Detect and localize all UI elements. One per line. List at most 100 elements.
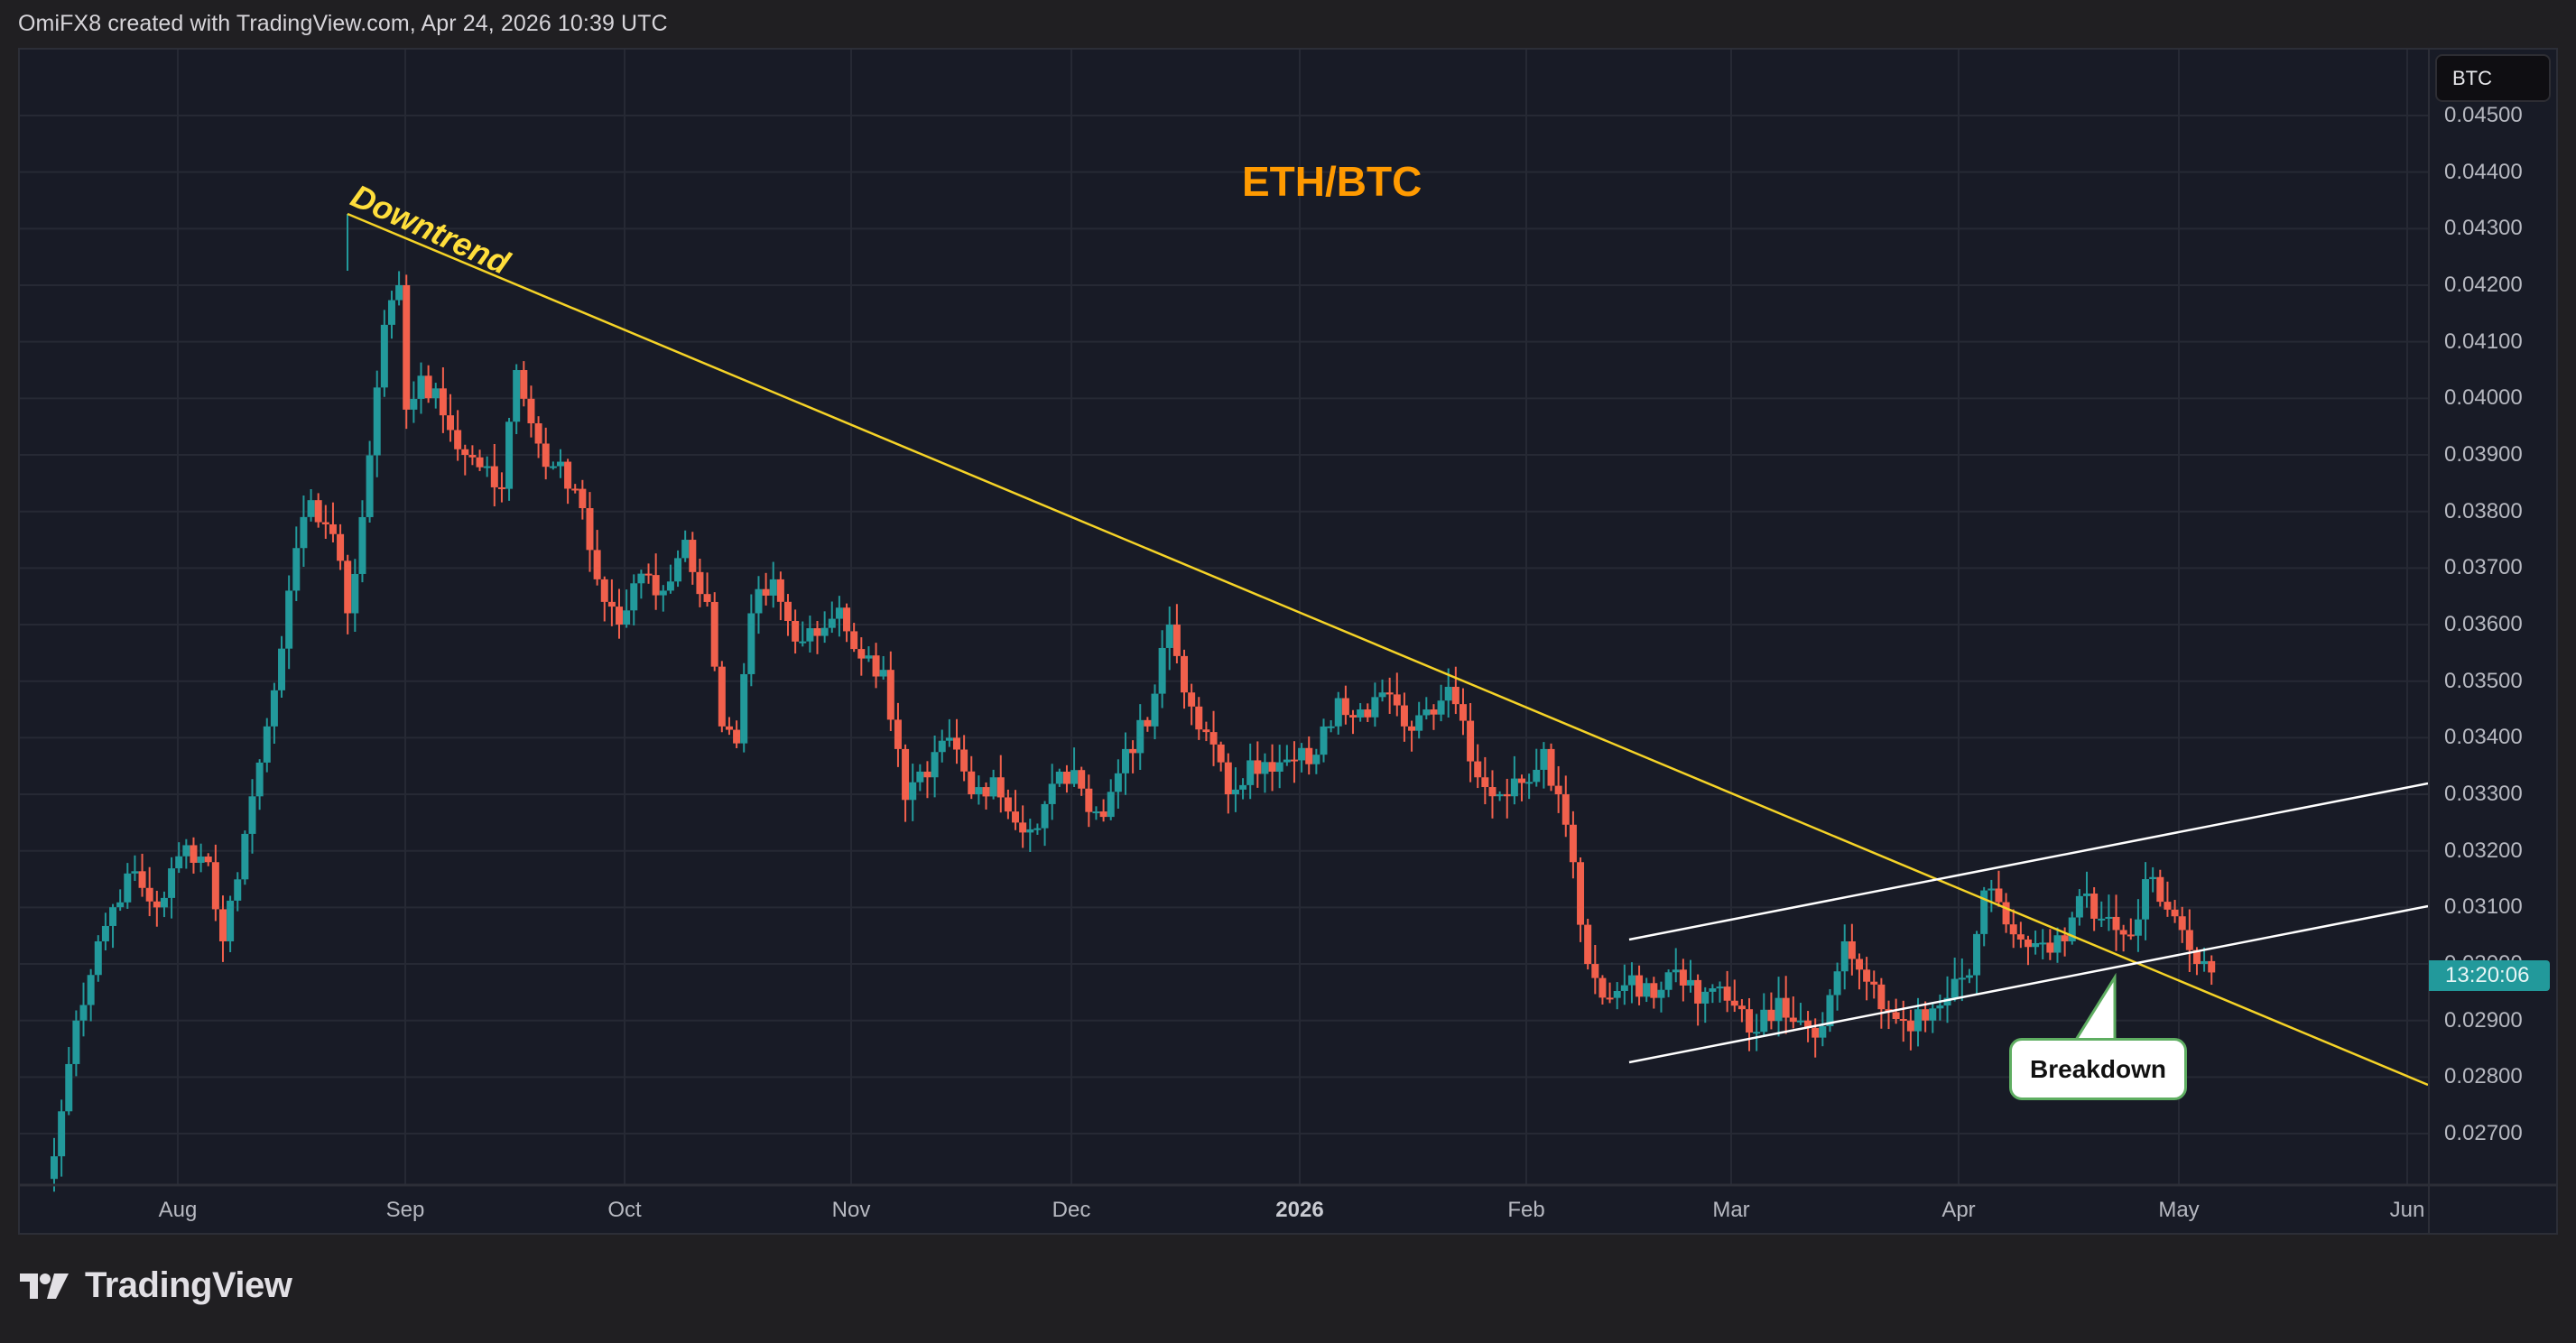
candle-body (652, 575, 660, 596)
candle-body (1181, 655, 1189, 693)
candle-body (1488, 787, 1496, 797)
candle-body (1988, 888, 1996, 891)
candle-body (2009, 924, 2017, 935)
candle-body (527, 398, 535, 424)
candle-body (1577, 862, 1585, 925)
candle-body (410, 398, 418, 410)
candle-body (1980, 890, 1988, 934)
candle-body (1973, 933, 1981, 976)
candle-body (1965, 975, 1973, 978)
candle-body (1041, 803, 1049, 829)
candle-body (2192, 949, 2201, 965)
candle-body (996, 777, 1005, 798)
candle-body (886, 670, 894, 720)
candle-body (600, 579, 608, 602)
candle-body (1107, 792, 1115, 818)
last-price-countdown: 13:20:06 (2429, 960, 2550, 991)
candle-body (1929, 1008, 1937, 1021)
candle-body (204, 857, 212, 863)
candle-body (337, 533, 345, 561)
candle-body (2002, 902, 2010, 925)
candle-body (2134, 919, 2142, 936)
candle-body (51, 1156, 58, 1180)
candle-body (1078, 770, 1086, 789)
price-tick-label: 0.03900 (2444, 442, 2523, 468)
candle-body (1151, 693, 1159, 727)
candle-body (2156, 876, 2164, 903)
candle-body (483, 466, 491, 468)
candle-body (94, 940, 102, 976)
candle-body (1422, 709, 1431, 716)
candle-body (468, 455, 477, 458)
time-tick-label: Oct (607, 1198, 642, 1222)
time-tick-label: Mar (1712, 1198, 1750, 1222)
price-tick-label: 0.04200 (2444, 273, 2523, 297)
candle-body (366, 455, 374, 517)
candle-body (1922, 1009, 1930, 1021)
candle-body (1062, 771, 1070, 784)
candle-body (689, 540, 697, 572)
price-tick-label: 0.03400 (2444, 725, 2523, 750)
attribution-text: OmiFX8 created with TradingView.com, Apr… (18, 11, 668, 36)
candle-body (762, 588, 770, 596)
candle-body (2201, 960, 2209, 965)
candle-body (1855, 959, 1863, 970)
candle-body (2016, 934, 2025, 940)
candle-body (1033, 828, 1042, 830)
candle-body (175, 856, 183, 869)
time-tick-label: Sep (385, 1198, 425, 1222)
candle-body (733, 729, 741, 744)
candle-body (227, 900, 235, 941)
candle-body (182, 845, 190, 857)
candle-body (1679, 969, 1687, 986)
price-tick-label: 0.03200 (2444, 838, 2523, 863)
candle-body (769, 579, 777, 596)
candle-body (131, 871, 139, 874)
candle-body (1026, 829, 1034, 833)
candle-body (894, 719, 902, 749)
candle-body (534, 423, 542, 444)
logo-text: TradingView (85, 1265, 292, 1305)
candle-body (1378, 692, 1386, 698)
candle-body (1812, 1027, 1820, 1038)
candle-body (190, 845, 198, 863)
candle-body (138, 871, 146, 888)
candle-body (160, 897, 168, 908)
candle-body (1848, 940, 1856, 959)
price-tick-label: 0.02800 (2444, 1064, 2523, 1089)
candle-body (799, 641, 807, 644)
candle-body (1444, 686, 1452, 701)
candle-body (2178, 916, 2186, 931)
candle-body (2112, 916, 2120, 931)
candle-body (497, 486, 505, 489)
candle-body (2075, 895, 2083, 918)
candle-body (725, 726, 733, 730)
candle-body (101, 925, 109, 941)
candle-body (1172, 625, 1181, 656)
time-tick-label: Nov (831, 1198, 871, 1222)
candle-body (447, 415, 455, 431)
candle-body (1312, 755, 1320, 764)
chart-container[interactable] (18, 48, 2558, 1235)
candle-body (168, 868, 176, 898)
tradingview-logo[interactable]: TradingView (20, 1265, 292, 1306)
candle-body (1951, 978, 1959, 998)
currency-badge[interactable]: BTC (2435, 54, 2551, 102)
candle-body (1283, 759, 1291, 763)
candle-body (1826, 995, 1834, 1026)
candle-body (1070, 770, 1079, 784)
callout-pointer (2073, 972, 2117, 1042)
candle-body (424, 375, 432, 399)
candle-body (718, 666, 726, 727)
candle-body (1737, 1005, 1746, 1010)
candle-body (1782, 997, 1790, 1018)
candle-body (1819, 1025, 1827, 1038)
candle-body (1877, 984, 1886, 1010)
price-tick-label: 0.03100 (2444, 894, 2523, 920)
candle-body (1840, 940, 1849, 972)
candle-body (241, 833, 249, 880)
candle-body (1158, 647, 1166, 694)
candle-body (843, 607, 851, 632)
candle-body (674, 558, 682, 582)
